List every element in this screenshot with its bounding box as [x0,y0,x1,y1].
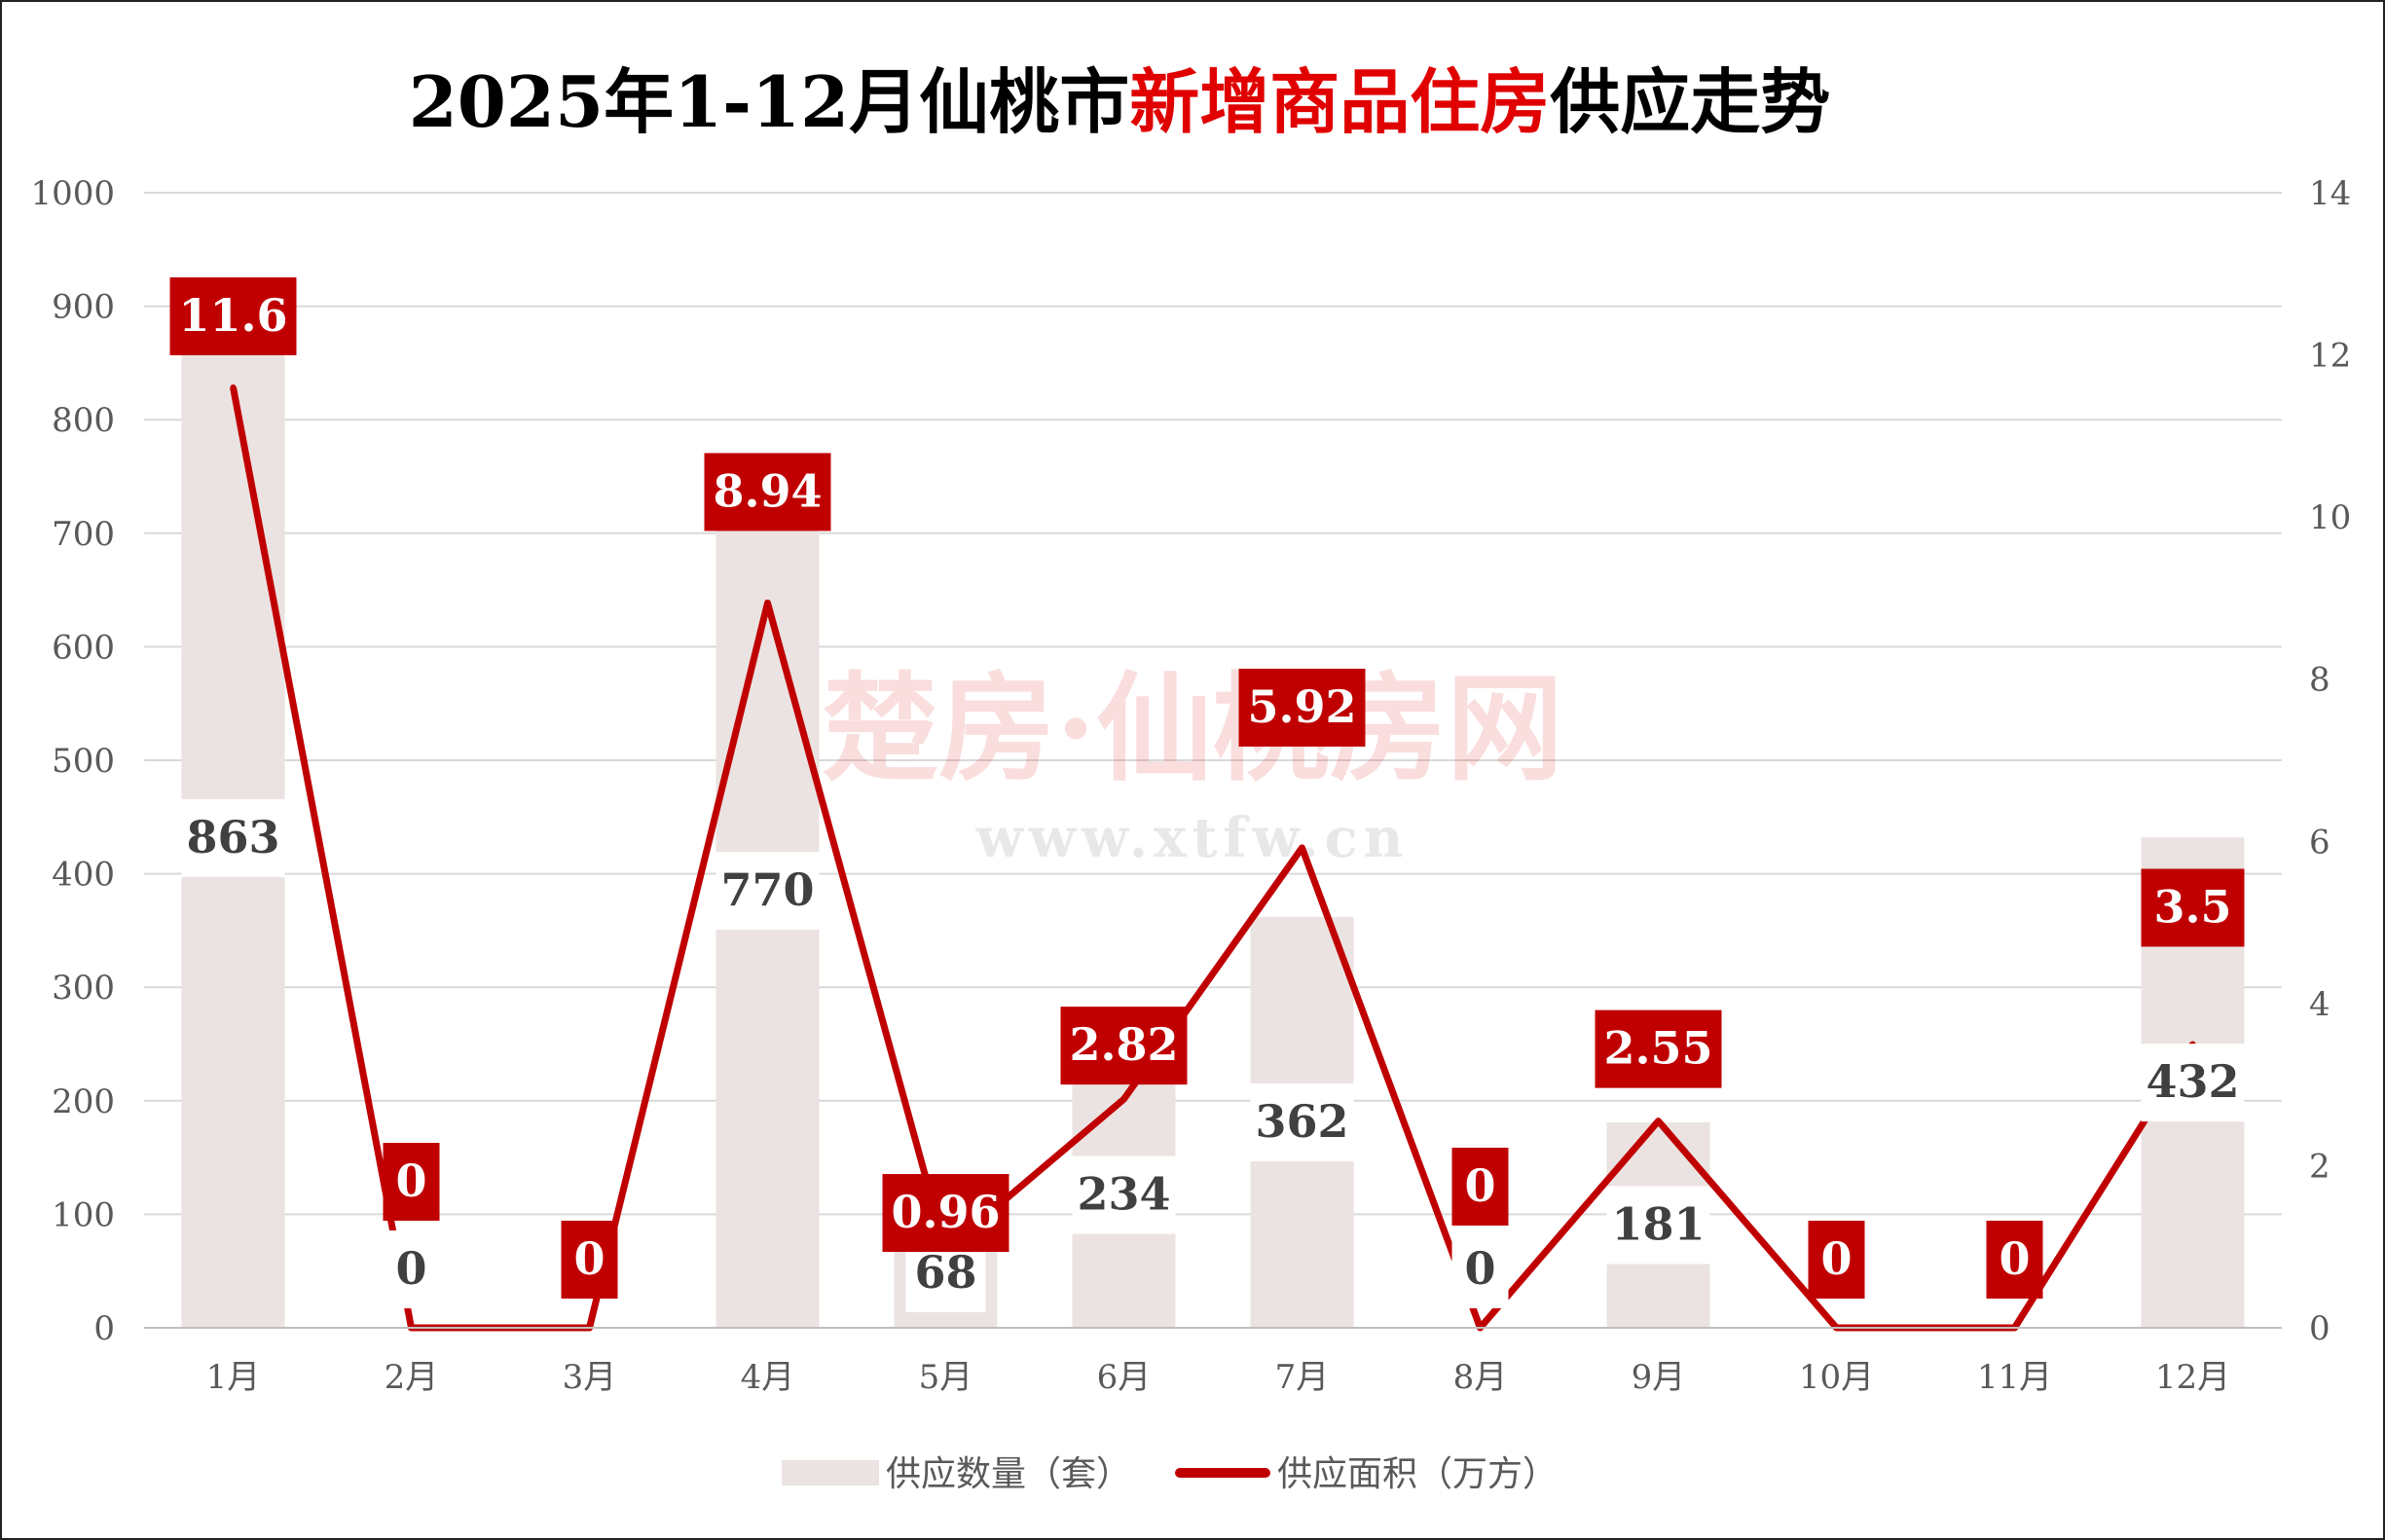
bar-data-label: 181 [1611,1197,1705,1250]
legend: 供应数量（套） 供应面积（万方） [782,1454,1558,1494]
y-right-tick-label: 4 [2309,985,2330,1024]
line-data-label: 8.94 [713,464,822,517]
bar-data-label-box [2141,1044,2245,1122]
line-data-label: 11.6 [178,289,287,342]
line-data-label-box [704,453,831,532]
y-right-tick-label: 0 [2309,1309,2330,1348]
y-left-tick-label: 200 [52,1082,115,1121]
line-data-label-box [1451,1148,1509,1226]
line-data-label-box [1060,1007,1188,1085]
x-tick-label: 11月 [1977,1358,2052,1397]
watermark-line1: 楚房·仙桃房网 [822,660,1563,797]
bar-data-label-box [1072,1155,1176,1234]
y-left-tick-label: 0 [93,1309,115,1348]
line-point [1655,1118,1662,1124]
y-left-tick-label: 300 [52,969,115,1008]
watermark-line2: www.xtfw.cn [975,806,1410,870]
line-data-label: 0 [1464,1159,1495,1212]
bar-data-label: 0 [395,1242,426,1295]
y-right-tick-label: 8 [2309,661,2330,700]
y-left-tick-label: 1000 [30,174,115,213]
line-point [1120,1096,1127,1103]
line-data-label: 5.92 [1247,680,1356,733]
y-right-tick-label: 14 [2309,174,2351,213]
bar-data-label-box [716,852,820,931]
line-data-label-box [561,1221,618,1299]
legend-label-bar: 供应数量（套） [886,1454,1131,1494]
data-labels: 863 0 770 68 234 362 0 181 432 11.6 0 0 8.94 0.96 2.82… [169,276,2245,1312]
line-data-label: 0 [1999,1232,2030,1285]
line-data-label: 2.55 [1603,1022,1712,1075]
y-left-tick-label: 700 [52,515,115,554]
x-tick-label: 10月 [1799,1358,1874,1397]
x-tick-label: 8月 [1453,1358,1508,1397]
x-tick-label: 7月 [1275,1358,1330,1397]
y-left-tick-label: 400 [52,856,115,895]
bar-data-label: 362 [1255,1095,1348,1148]
axes: 0100200300400500600700800900100002468101… [30,174,2351,1397]
x-tick-label: 3月 [563,1358,617,1397]
line-data-label: 2.82 [1069,1018,1178,1071]
x-tick-label: 12月 [2155,1358,2230,1397]
bar-data-label: 0 [1464,1242,1495,1295]
y-right-tick-label: 6 [2309,823,2330,862]
x-tick-label: 1月 [206,1358,261,1397]
watermark: 楚房·仙桃房网 www.xtfw.cn [822,660,1563,870]
y-left-tick-label: 100 [52,1195,115,1234]
line-data-label-box [169,276,297,355]
line-data-label-box [1595,1009,1722,1088]
line-point [764,600,771,606]
y-right-tick-label: 12 [2309,337,2351,376]
line-data-label: 0.96 [891,1186,1000,1238]
chart-title: 2025年1-12月仙桃市新增商品住房供应走势 [409,60,1831,143]
bar-data-label-box [181,798,285,877]
y-right-tick-label: 10 [2309,498,2351,537]
y-left-tick-label: 800 [52,401,115,440]
x-tick-label: 6月 [1097,1358,1152,1397]
line-data-label-box [1808,1221,1865,1299]
title-part-2: 新增商品住房 [1129,60,1550,143]
line-point [230,384,237,390]
x-tick-label: 4月 [741,1358,795,1397]
y-left-tick-label: 900 [52,288,115,327]
bar-data-label-box [1606,1186,1710,1265]
x-tick-label: 9月 [1632,1358,1686,1397]
line-data-label-box [383,1143,440,1221]
bar-data-label: 770 [720,863,814,916]
line-data-label: 0 [395,1155,426,1207]
bar-data-label: 863 [186,811,279,863]
title-part-3: 供应走势 [1550,60,1830,143]
x-tick-label: 2月 [385,1358,439,1397]
bar-data-label: 432 [2146,1055,2239,1108]
line-data-label: 3.5 [2153,881,2231,934]
line-data-label-box [2141,868,2245,947]
y-left-tick-label: 500 [52,742,115,781]
line-data-label-box [882,1174,1009,1253]
line-data-label: 0 [573,1232,605,1285]
bar-data-label-box [1451,1230,1509,1308]
y-left-tick-label: 600 [52,628,115,667]
bar-data-label: 234 [1077,1168,1170,1221]
legend-swatch-bar [782,1460,879,1485]
line-point [1299,844,1305,851]
legend-label-line: 供应面积（万方） [1277,1454,1558,1494]
bar-data-label-box [383,1230,440,1308]
title-part-1: 2025年1-12月仙桃市 [409,60,1130,143]
line-data-label-box [1986,1221,2043,1299]
line-data-label-box [1238,668,1366,747]
x-tick-label: 5月 [919,1358,973,1397]
bar-data-label: 68 [914,1246,976,1299]
y-right-tick-label: 2 [2309,1147,2330,1186]
bar-data-label-box [1250,1082,1354,1161]
line-data-label: 0 [1820,1232,1852,1285]
